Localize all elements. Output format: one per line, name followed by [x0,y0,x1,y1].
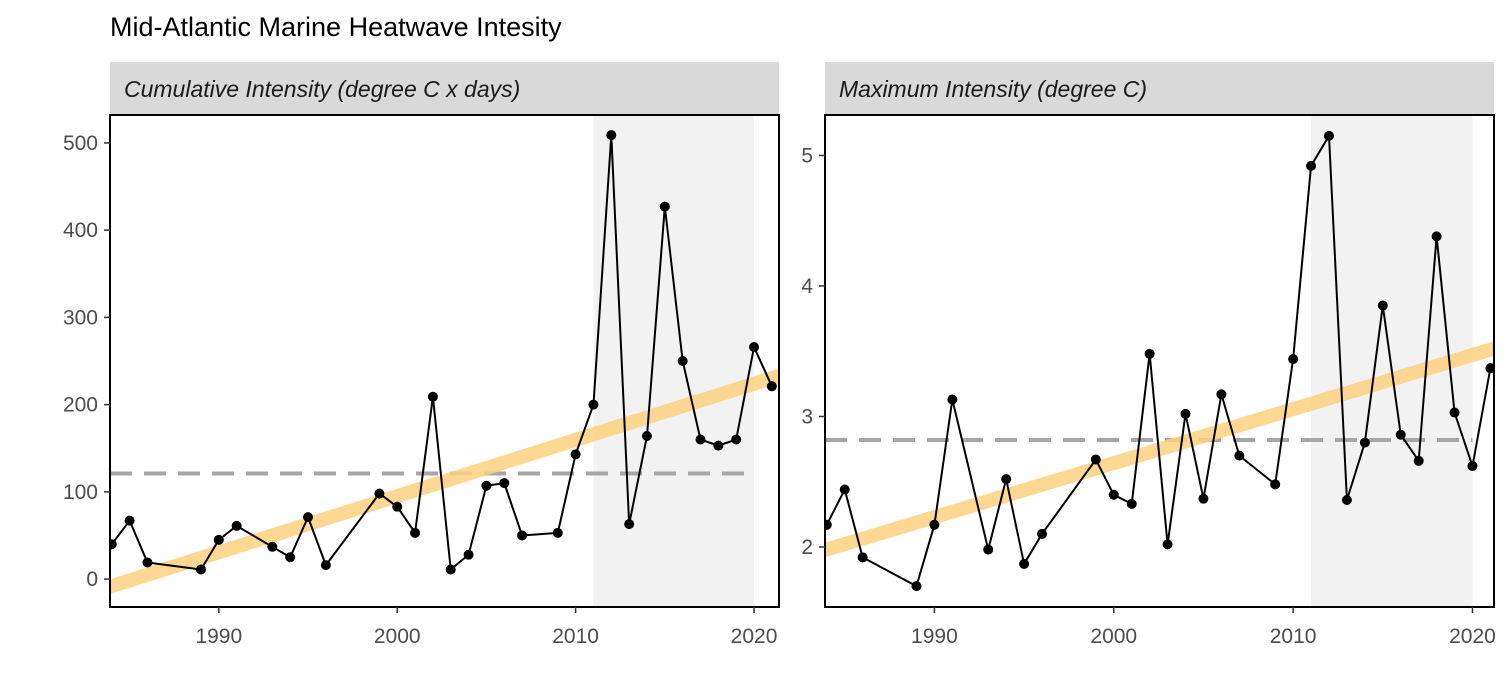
data-point [659,201,670,212]
data-point [392,501,403,512]
facet-strip [110,62,779,115]
facet-strip-label: Cumulative Intensity (degree C x days) [124,76,520,102]
panel-1: Cumulative Intensity (degree C x days) 0 1… [63,62,780,648]
data-point [713,440,724,451]
data-point [1341,494,1352,505]
data-point [303,512,314,523]
data-point [1270,479,1281,490]
data-point [552,527,563,538]
data-point [749,342,760,353]
data-point [320,560,331,571]
data-point [839,484,850,495]
data-point [110,539,117,550]
y-tick-label: 200 [63,394,98,417]
data-point [213,534,224,545]
data-point [499,478,510,489]
y-tick-label: 300 [63,306,98,329]
y-tick-label: 400 [63,219,98,242]
shaded-region [593,115,755,607]
panel-2: Maximum Intensity (degree C) 2 3 4 5 1990 2000… [801,62,1496,648]
data-point [427,391,438,402]
data-point [929,519,940,530]
data-point [1288,354,1299,365]
data-point [285,552,296,563]
trend-line [110,368,779,594]
facet-strip [825,62,1494,115]
data-point [677,356,688,366]
data-point [731,434,742,445]
data-point [1467,461,1478,472]
x-tick-label: 2000 [1090,625,1137,648]
data-point [1001,474,1012,485]
data-point [1037,528,1048,539]
data-point [267,541,278,552]
data-point [1126,498,1137,509]
data-point [641,431,652,442]
data-point [1359,437,1370,448]
x-tick-label: 2010 [552,625,599,648]
data-point [983,544,994,555]
data-point [463,549,474,560]
data-point [374,488,385,499]
panel-border [109,114,780,608]
data-point [231,520,242,531]
data-point [1377,300,1388,311]
data-point [1413,455,1424,466]
data-point [481,480,492,491]
data-point [124,515,135,526]
data-point [825,519,832,530]
data-point [517,530,528,541]
data-point [1395,429,1406,440]
plot-area [825,115,1494,607]
data-point [624,519,635,530]
series-line [110,134,773,571]
x-tick-label: 2000 [374,625,421,648]
x-tick-label: 1990 [195,625,242,648]
data-point [588,399,599,410]
data-point [695,434,706,445]
y-tick-label: 500 [63,132,98,155]
y-tick-label: 2 [801,536,813,559]
data-point [1485,363,1494,374]
data-point [570,449,581,460]
data-point [1306,160,1317,171]
series-line [825,134,1492,588]
data-point [195,564,206,575]
data-point [142,557,153,568]
data-point [606,130,617,141]
plot-area [110,115,779,607]
data-point [1234,450,1245,461]
data-point [857,552,868,563]
x-tick-label: 2010 [1270,625,1317,648]
x-tick-label: 1990 [911,625,958,648]
trend-line [825,341,1494,557]
data-point [947,394,958,405]
chart-title: Mid-Atlantic Marine Heatwave Intesity [110,12,562,42]
data-point [1198,493,1209,504]
data-point [911,581,922,592]
data-point [1090,454,1101,465]
panel-border [824,114,1495,608]
data-point [1019,558,1030,569]
data-point [1108,489,1119,500]
data-point [1216,389,1227,400]
data-point [1180,408,1191,419]
x-tick-label: 2020 [731,625,778,648]
data-point [1144,348,1155,359]
data-point [1323,130,1334,141]
y-tick-label: 100 [63,481,98,504]
y-tick-label: 5 [801,144,813,167]
y-tick-label: 0 [86,568,98,591]
data-point [1431,231,1442,242]
y-tick-label: 3 [801,405,813,428]
data-point [1449,407,1460,418]
x-tick-label: 2020 [1449,625,1496,648]
y-tick-label: 4 [801,275,813,298]
data-point [1162,539,1173,550]
data-point [410,527,421,538]
data-point [766,381,777,392]
facet-strip-label: Maximum Intensity (degree C) [839,76,1147,102]
data-point [445,564,456,575]
